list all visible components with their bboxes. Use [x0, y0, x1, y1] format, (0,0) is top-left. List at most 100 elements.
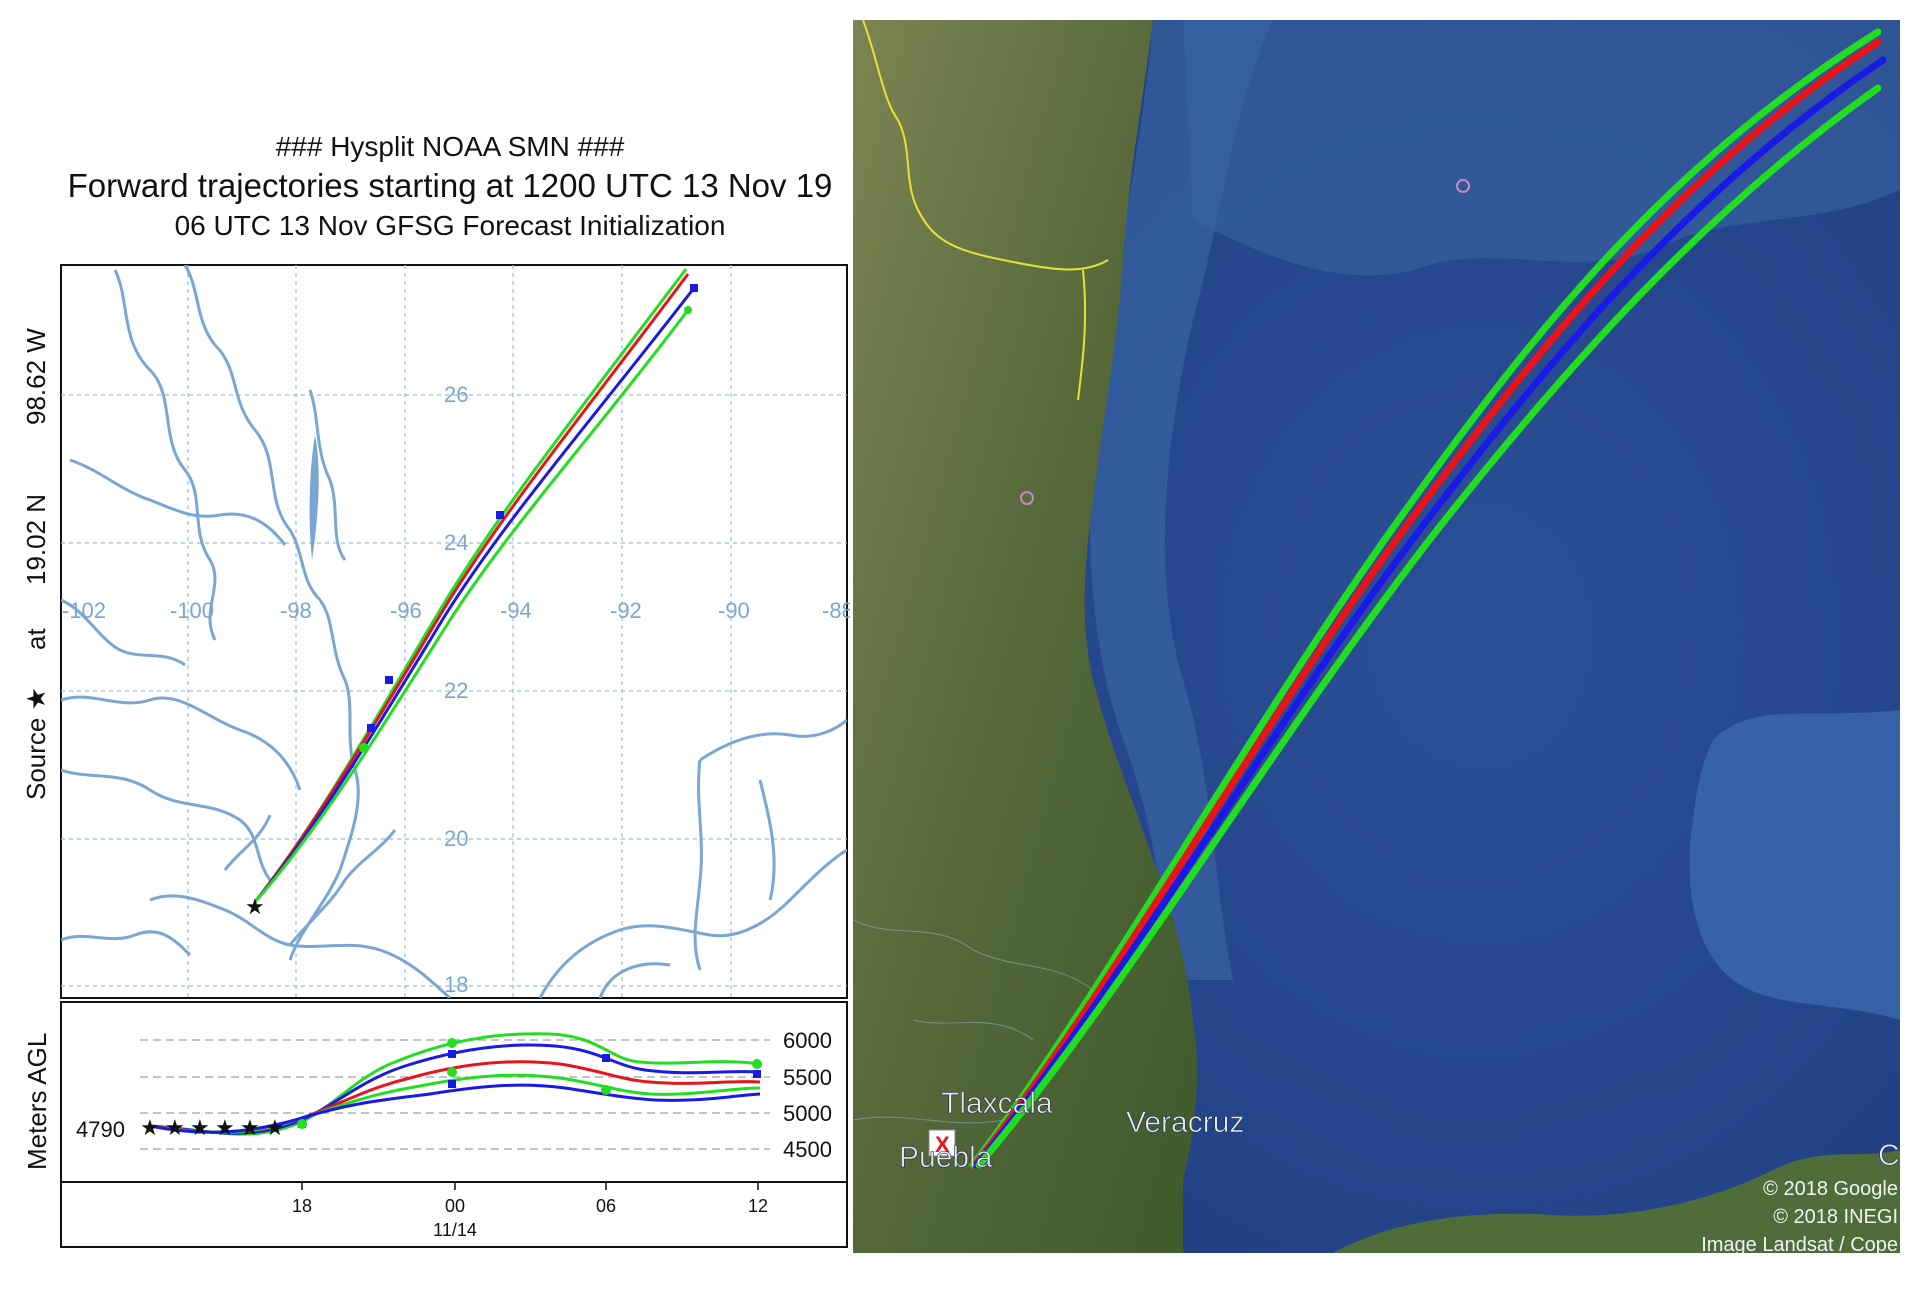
source-label-at: at [21, 628, 51, 650]
start-height-label: 4790 [76, 1117, 125, 1142]
lat-tick: 22 [444, 678, 468, 703]
height-blue-upper [149, 1043, 761, 1135]
height-source-stars: ★ ★ ★ ★ ★ ★ [140, 1115, 285, 1140]
sat-trajectory-red-1 [971, 38, 1882, 1169]
time-ticks [301, 1182, 759, 1190]
source-marker-x: X [935, 1132, 950, 1157]
map-grid [61, 265, 847, 998]
trajectory-blue-1 [253, 287, 696, 903]
lon-tick: -94 [500, 598, 532, 623]
continental-shelf [1090, 20, 1273, 980]
lat-tick: 20 [444, 826, 468, 851]
sat-trajectory-green-2 [975, 84, 1882, 1169]
time-tick-labels: 18 00 06 12 11/14 [292, 1196, 768, 1240]
star-icon: ★ [240, 1115, 260, 1140]
height-green-upper [149, 1032, 761, 1136]
source-star-icon: ★ [245, 894, 265, 919]
height-marker [602, 1054, 610, 1062]
location-pin-icon [1020, 491, 1034, 505]
title-line-1: ### Hysplit NOAA SMN ### [275, 131, 625, 162]
label-tlaxcala: Tlaxcala [941, 1087, 1053, 1120]
lon-tick: -102 [62, 598, 106, 623]
time-axis-frame [60, 1181, 848, 1248]
height-panel-frame [60, 1001, 848, 1183]
height-marker [601, 1085, 611, 1095]
source-location-label: Source ★ at 19.02 N 98.62 W [21, 328, 51, 800]
lon-tick: -100 [170, 598, 214, 623]
satellite-map-panel: X Tlaxcala Veracruz Puebla C © 2018 Goog… [853, 20, 1900, 1253]
height-marker [752, 1059, 762, 1069]
lake-shape [309, 435, 319, 560]
source-marker: X [928, 1129, 956, 1157]
source-label-lat: 19.02 N [21, 494, 51, 585]
height-axis-label: Meters AGL [22, 1033, 52, 1170]
star-icon: ★ [265, 1115, 285, 1140]
lat-tick-labels: 26 24 22 20 18 [444, 382, 468, 997]
height-trajectories [149, 1032, 761, 1136]
trajectory-map-panel: Source ★ at 19.02 N 98.62 W [21, 264, 850, 1248]
marker-blue-4 [496, 511, 504, 519]
lat-tick: 26 [444, 382, 468, 407]
height-marker [297, 1119, 307, 1129]
star-icon: ★ [140, 1115, 160, 1140]
attribution-line: © 2018 INEGI [1773, 1206, 1898, 1228]
trajectory-markers [359, 284, 698, 753]
trajectory-green-2 [253, 309, 690, 903]
lon-tick: -90 [718, 598, 750, 623]
height-blue-lower [149, 1083, 761, 1134]
height-marker [448, 1050, 456, 1058]
marker-green-2 [359, 743, 369, 753]
height-tick: 5500 [783, 1065, 832, 1090]
time-tick: 00 [445, 1196, 465, 1216]
height-tick: 4500 [783, 1137, 832, 1162]
height-tick: 6000 [783, 1028, 832, 1053]
marker-green-1 [684, 306, 692, 314]
place-labels: Tlaxcala Veracruz Puebla C [899, 1087, 1900, 1175]
label-edge: C [1878, 1139, 1900, 1172]
source-label-text: Source ★ [21, 687, 51, 800]
marker-blue-3 [385, 676, 393, 684]
lon-tick: -88 [822, 598, 850, 623]
height-marker [447, 1038, 457, 1048]
map-attribution: © 2018 Google © 2018 INEGI Image Landsat… [1701, 1178, 1898, 1253]
star-icon: ★ [165, 1115, 185, 1140]
height-tick-labels: 6000 5500 5000 4500 [783, 1028, 832, 1162]
title-line-3: 06 UTC 13 Nov GFSG Forecast Initializati… [174, 210, 726, 241]
map-frame [60, 264, 848, 999]
source-label-lon: 98.62 W [21, 328, 51, 425]
lat-tick: 18 [444, 972, 468, 997]
location-pin-icon [1456, 179, 1470, 193]
lon-tick: -92 [610, 598, 642, 623]
marker-blue-1 [690, 284, 698, 292]
time-tick: 06 [596, 1196, 616, 1216]
satellite-trajectories [969, 28, 1887, 1169]
star-icon: ★ [215, 1115, 235, 1140]
date-label: 11/14 [433, 1220, 477, 1240]
lon-tick: -98 [280, 598, 312, 623]
star-icon: ★ [190, 1115, 210, 1140]
sat-trajectory-green-1 [969, 28, 1882, 1169]
title-line-2: Forward trajectories starting at 1200 UT… [67, 167, 833, 204]
label-veracruz: Veracruz [1126, 1106, 1244, 1139]
time-tick: 12 [748, 1196, 768, 1216]
marker-blue-2 [367, 724, 375, 732]
height-marker [447, 1067, 457, 1077]
height-markers [297, 1038, 762, 1129]
attribution-line: Image Landsat / Cope [1701, 1234, 1898, 1253]
municipal-borders [853, 919, 1094, 1124]
label-puebla: Puebla [899, 1141, 993, 1174]
lat-tick: 24 [444, 530, 468, 555]
yucatan-shelf [1689, 710, 1900, 1020]
sat-trajectory-blue-1 [973, 56, 1887, 1169]
height-marker [753, 1070, 761, 1078]
lon-tick-labels: -102 -100 -98 -96 -94 -92 -90 -88 [62, 598, 850, 623]
lon-tick: -96 [390, 598, 422, 623]
time-tick: 18 [292, 1196, 312, 1216]
plot-titles: ### Hysplit NOAA SMN ### Forward traject… [60, 130, 840, 244]
trajectory-red-1 [253, 273, 690, 903]
land-mexico [853, 20, 1198, 1253]
land-yucatan [1333, 1150, 1900, 1253]
state-borders [862, 20, 1109, 401]
height-tick: 5000 [783, 1101, 832, 1126]
attribution-line: © 2018 Google [1763, 1178, 1898, 1200]
